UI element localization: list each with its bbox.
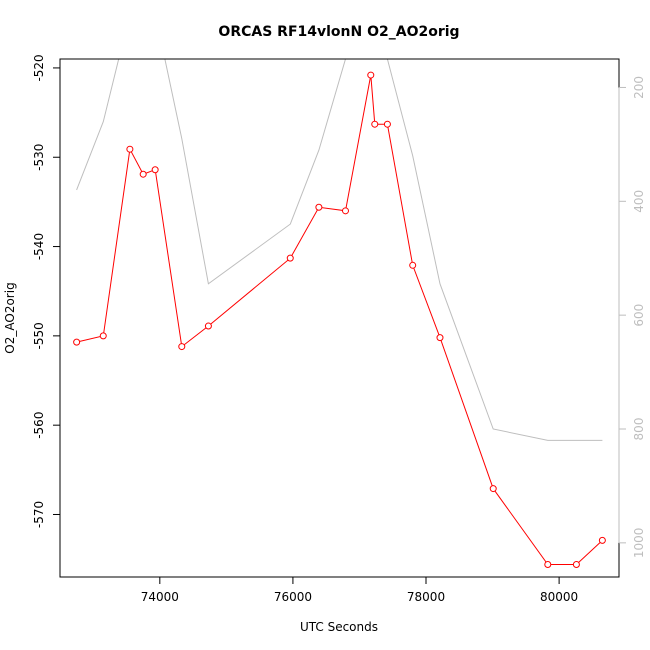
- gray-series-line: [76, 59, 603, 441]
- x-tick-label: 80000: [540, 590, 578, 604]
- y2-tick-label: 400: [632, 190, 646, 213]
- chart-title: ORCAS RF14vlonN O2_AO2orig: [218, 24, 459, 40]
- y2-tick-label: 200: [632, 76, 646, 99]
- y-tick-label: -520: [32, 54, 46, 81]
- data-point: [286, 254, 294, 262]
- data-point: [73, 338, 81, 346]
- data-point: [139, 170, 147, 178]
- data-point: [598, 536, 606, 544]
- y2-tick-label: 800: [632, 418, 646, 441]
- y-axis-left: -570 -560 -550 -540 -530 -520: [32, 54, 61, 528]
- y-axis-title: O2_AO2orig: [3, 282, 17, 353]
- y-tick-label: -540: [32, 233, 46, 260]
- y2-tick-label: 600: [632, 304, 646, 327]
- plot-frame: [59, 58, 620, 578]
- data-point: [204, 322, 212, 330]
- x-tick-label: 74000: [141, 590, 179, 604]
- x-axis: 74000 76000 78000 80000: [141, 576, 578, 604]
- data-point: [409, 261, 417, 269]
- data-point: [544, 560, 552, 568]
- data-point: [383, 120, 391, 128]
- data-point: [367, 71, 375, 79]
- y-tick-label: -550: [32, 322, 46, 349]
- data-point: [436, 334, 444, 342]
- x-tick-label: 78000: [407, 590, 445, 604]
- data-point: [315, 203, 323, 211]
- red-series-line: [76, 75, 603, 565]
- data-point: [99, 332, 107, 340]
- y-tick-label: -560: [32, 412, 46, 439]
- x-axis-title: UTC Seconds: [300, 620, 378, 634]
- y-axis-right: 200 400 600 800 1000: [618, 76, 646, 559]
- y2-tick-label: 1000: [632, 528, 646, 559]
- y-tick-label: -530: [32, 144, 46, 171]
- data-point: [151, 166, 159, 174]
- data-point: [489, 485, 497, 493]
- x-tick-label: 76000: [274, 590, 312, 604]
- data-point: [341, 207, 349, 215]
- data-point: [572, 560, 580, 568]
- data-point: [371, 120, 379, 128]
- y-tick-label: -570: [32, 501, 46, 528]
- data-point: [178, 343, 186, 351]
- data-point: [126, 145, 134, 153]
- series-layer: [73, 59, 606, 568]
